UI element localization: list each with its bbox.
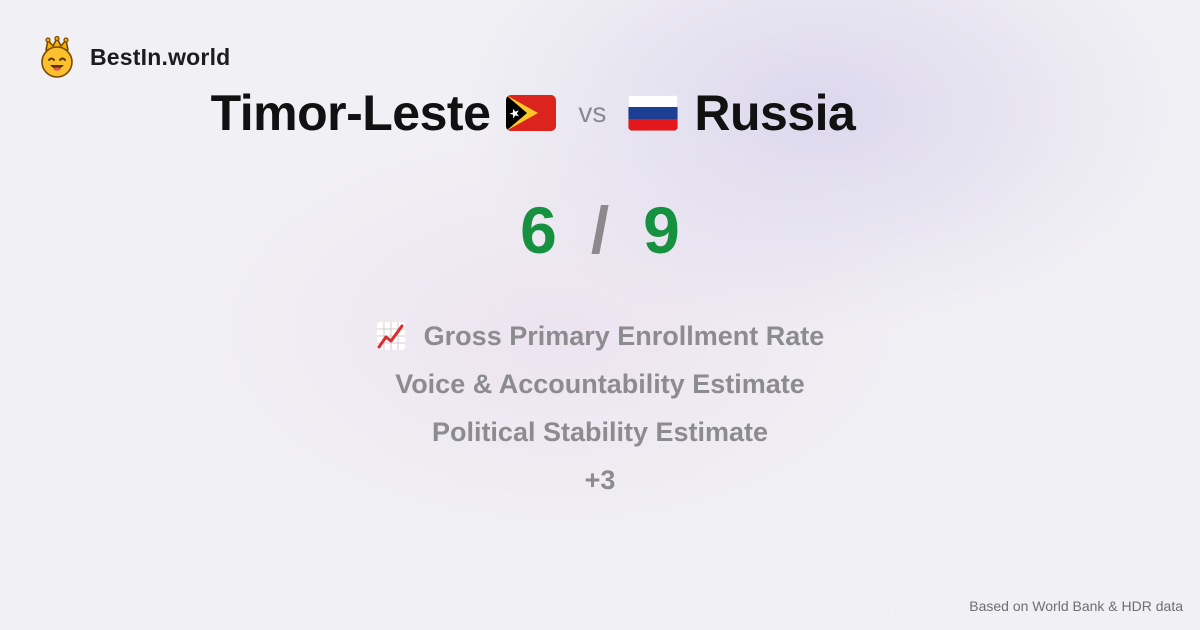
metrics-list: Gross Primary Enrollment Rate Voice & Ac… bbox=[0, 312, 1200, 504]
crowned-smiley-icon bbox=[41, 36, 73, 78]
data-source-footnote: Based on World Bank & HDR data bbox=[969, 598, 1183, 614]
flag-timor-leste-icon bbox=[506, 95, 557, 131]
brand-header[interactable]: BestIn.world bbox=[38, 36, 230, 78]
metric-item[interactable]: Political Stability Estimate bbox=[432, 408, 768, 456]
flag-russia-icon bbox=[628, 95, 679, 131]
metric-label: +3 bbox=[584, 464, 616, 495]
vs-label: vs bbox=[578, 97, 607, 128]
metric-item[interactable]: Gross Primary Enrollment Rate bbox=[376, 312, 825, 360]
metric-label: Political Stability Estimate bbox=[431, 416, 769, 447]
chart-increasing-icon bbox=[376, 322, 405, 350]
left-score: 6 bbox=[520, 193, 557, 267]
left-country-name[interactable]: Timor-Leste bbox=[210, 85, 491, 141]
metric-label: Voice & Accountability Estimate bbox=[395, 368, 805, 399]
metric-item[interactable]: Voice & Accountability Estimate bbox=[395, 360, 805, 408]
right-score: 9 bbox=[643, 193, 680, 267]
more-metrics-count[interactable]: +3 bbox=[585, 456, 616, 504]
score-display: 6 / 9 bbox=[0, 192, 1200, 268]
brand-name: BestIn.world bbox=[90, 43, 231, 70]
score-separator: / bbox=[590, 193, 610, 267]
right-country-name[interactable]: Russia bbox=[694, 85, 856, 141]
comparison-title: Timor-Leste vs Russia bbox=[0, 84, 1066, 142]
metric-label: Gross Primary Enrollment Rate bbox=[423, 320, 825, 351]
